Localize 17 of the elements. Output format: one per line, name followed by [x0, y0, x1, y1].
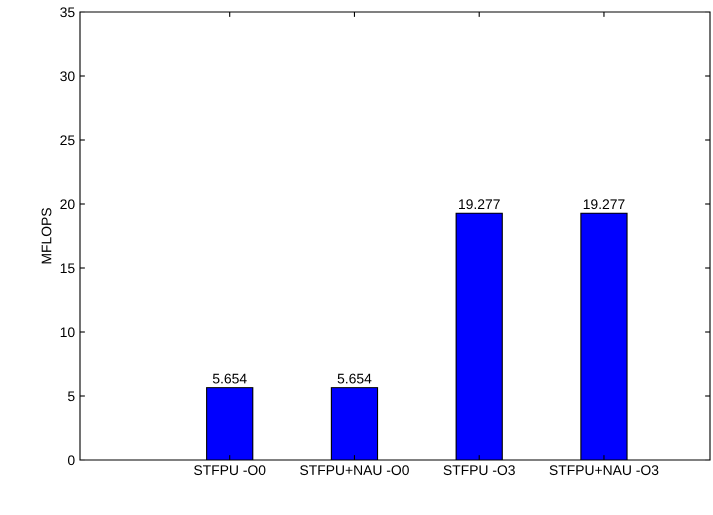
y-tick-label: 10 — [60, 327, 75, 338]
data-label: 5.654 — [338, 374, 372, 384]
x-tick-label: STFPU -O3 — [444, 465, 515, 476]
x-tick-label: STFPU -O0 — [194, 465, 266, 476]
y-tick-label: 35 — [60, 7, 75, 18]
x-tick-label: STFPU+NAU -O3 — [550, 465, 658, 476]
x-tick-label: STFPU+NAU -O0 — [300, 465, 409, 476]
y-tick-label: 15 — [60, 263, 75, 274]
y-tick-label: 5 — [68, 391, 75, 402]
data-label: 19.277 — [584, 199, 625, 210]
data-label: 19.277 — [459, 199, 500, 210]
y-tick-label: 30 — [60, 71, 75, 82]
y-tick-label: 20 — [60, 199, 75, 210]
y-tick-label: 0 — [68, 455, 75, 466]
data-label: 5.654 — [212, 374, 247, 384]
y-tick-label: 25 — [60, 135, 75, 146]
y-axis-title: MFLOPS — [42, 208, 52, 264]
